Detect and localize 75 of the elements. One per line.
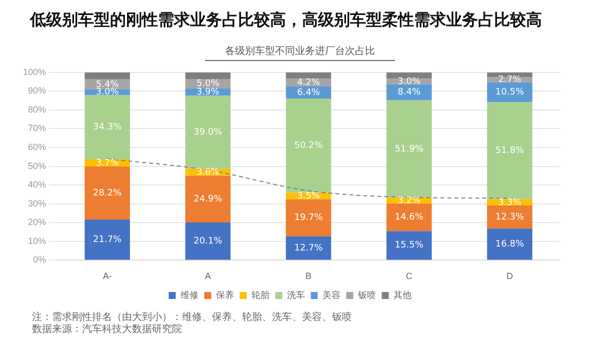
- data-label: 15.5%: [394, 240, 424, 251]
- bar: [185, 72, 231, 79]
- bar: [286, 72, 332, 79]
- data-label: 3.2%: [398, 196, 421, 206]
- y-tick-label: 10%: [28, 236, 46, 246]
- y-tick-label: 0%: [33, 254, 46, 265]
- bar: [487, 228, 532, 260]
- y-tick-label: 60%: [28, 142, 46, 152]
- legend-label: 维修: [180, 290, 198, 300]
- data-label: 20.1%: [194, 236, 223, 246]
- y-tick-label: 30%: [28, 198, 46, 208]
- data-label: 28.2%: [93, 188, 122, 198]
- data-label: 19.7%: [294, 213, 324, 224]
- legend-label: 钣喷: [356, 290, 376, 300]
- legend-label: 其他: [393, 290, 412, 300]
- data-label: 3.5%: [297, 191, 320, 202]
- bar: [487, 102, 532, 200]
- data-label: 24.9%: [194, 194, 223, 204]
- x-tick-label: C: [406, 271, 413, 282]
- data-label: 3.0%: [398, 76, 421, 87]
- data-label: 12.3%: [495, 212, 524, 222]
- bar: [286, 199, 332, 236]
- source-note: 数据来源：汽车科技大数据研究院: [32, 324, 183, 336]
- bar: [286, 98, 332, 193]
- y-tick-label: 50%: [28, 160, 46, 171]
- y-tick-label: 90%: [28, 86, 46, 96]
- legend-label: 洗车: [286, 290, 305, 300]
- text: 注：需求刚性排名（由大到小）：维修、保养、轮胎、洗车、美容、钣喷: [32, 312, 352, 324]
- y-tick-label: 70%: [28, 123, 46, 134]
- chart-subtitle: 各级别车型不同业务进厂台次占比: [205, 46, 395, 61]
- data-label: 8.4%: [398, 88, 421, 98]
- bar: [386, 100, 432, 198]
- y-tick-label: 80%: [28, 104, 46, 114]
- bar: [185, 222, 231, 260]
- y-tick-label: 20%: [28, 217, 46, 228]
- data-label: 3.0%: [96, 88, 120, 98]
- legend-label: 轮胎: [251, 290, 270, 300]
- data-label: 34.3%: [93, 122, 122, 133]
- data-label: 3.7%: [96, 158, 120, 168]
- bar: [286, 236, 332, 260]
- data-label: 10.5%: [495, 88, 524, 98]
- data-label: 14.6%: [394, 212, 424, 223]
- data-label: 6.4%: [297, 88, 320, 98]
- y-tick-label: 40%: [28, 180, 46, 190]
- data-label: 3.6%: [196, 168, 220, 178]
- data-label: 50.2%: [294, 140, 324, 151]
- data-label: 51.8%: [495, 146, 524, 156]
- bar: [386, 204, 432, 232]
- data-label: 12.7%: [294, 243, 324, 254]
- legend-label: 保养: [216, 290, 234, 300]
- bar: [386, 231, 432, 260]
- data-label: 16.8%: [495, 240, 524, 250]
- x-tick-label: B: [306, 271, 312, 282]
- bar: [386, 72, 432, 79]
- bar: [84, 72, 130, 80]
- bar: [84, 95, 130, 160]
- bar: [84, 219, 130, 260]
- x-tick-label: D: [506, 271, 514, 282]
- data-label: 2.7%: [498, 75, 522, 86]
- data-label: 3.9%: [196, 87, 220, 98]
- legend-label: 美容: [322, 290, 340, 300]
- data-label: 3.3%: [498, 198, 522, 208]
- bar: [487, 206, 532, 229]
- bar: [84, 166, 130, 220]
- x-tick-label: A: [204, 271, 211, 282]
- data-label: 5.0%: [196, 79, 220, 90]
- data-label: 39.0%: [194, 128, 223, 138]
- data-label: 21.7%: [93, 234, 122, 245]
- x-tick-label: A-: [102, 271, 112, 282]
- bar: [185, 96, 231, 169]
- chart-title: 低级别车型的刚性需求业务占比较高，高级别车型柔性需求业务占比较高: [30, 10, 542, 31]
- y-tick-label: 100%: [22, 66, 46, 77]
- bar: [185, 176, 231, 222]
- data-label: 51.9%: [394, 144, 424, 154]
- data-label: 4.2%: [297, 78, 320, 88]
